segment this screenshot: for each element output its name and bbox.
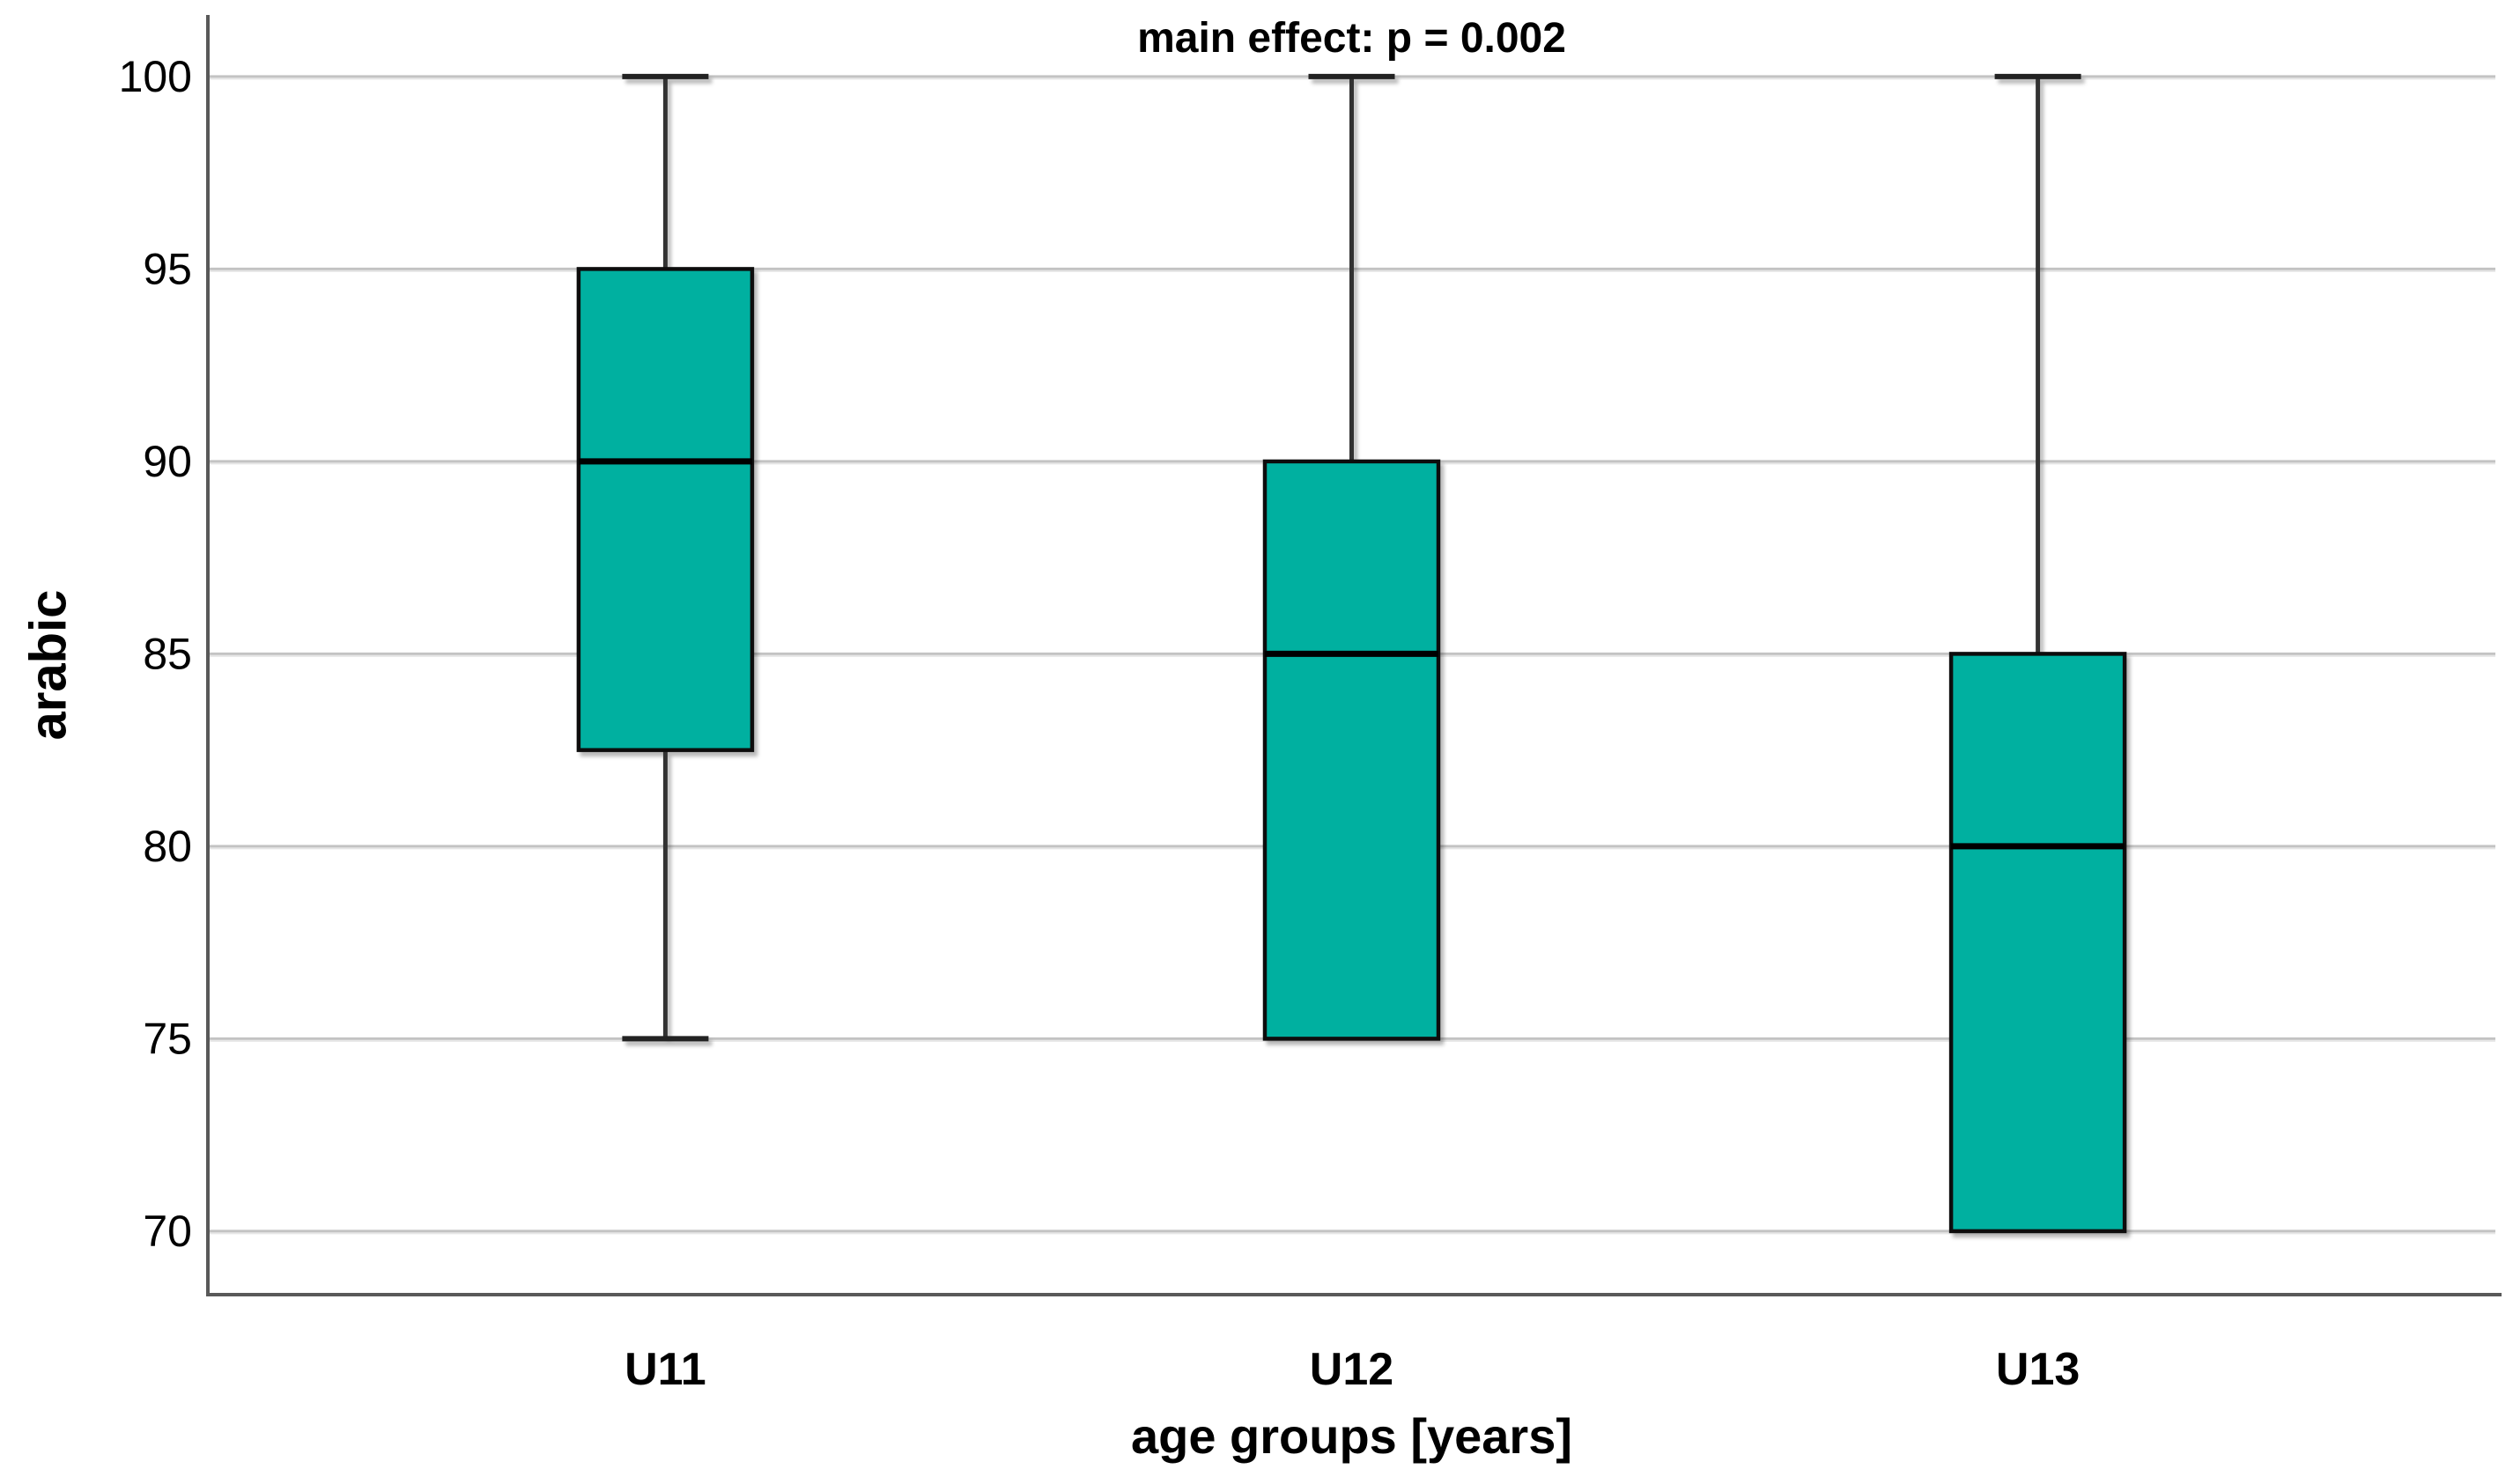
x-axis-title: age groups [years]	[1130, 1408, 1573, 1464]
y-tick-label-85: 85	[143, 629, 192, 678]
y-tick-labels-group: 70 75 80 85 90 95 100	[119, 52, 192, 1256]
y-tick-label-80: 80	[143, 822, 192, 871]
axes-group	[206, 15, 2502, 1296]
y-tick-label-100: 100	[119, 52, 192, 101]
y-tick-label-70: 70	[143, 1207, 192, 1256]
y-tick-label-95: 95	[143, 244, 192, 293]
x-tick-label-U11: U11	[625, 1344, 706, 1395]
chart-title: main effect: p = 0.002	[1137, 15, 1566, 62]
boxplot-U12	[1262, 73, 1441, 1041]
x-tick-label-U13: U13	[1996, 1344, 2080, 1395]
x-tick-label-U12: U12	[1310, 1344, 1393, 1395]
box-U11	[576, 267, 755, 752]
boxplot-U13	[1948, 73, 2127, 1234]
y-tick-label-90: 90	[143, 437, 192, 486]
y-axis-title: arabic	[19, 589, 78, 741]
box-U12	[1262, 459, 1441, 1041]
box-U13	[1948, 652, 2127, 1234]
x-tick-labels-group: U11 U12 U13	[625, 1344, 2080, 1395]
boxplot-U11	[576, 73, 755, 1042]
y-tick-label-75: 75	[143, 1014, 192, 1063]
